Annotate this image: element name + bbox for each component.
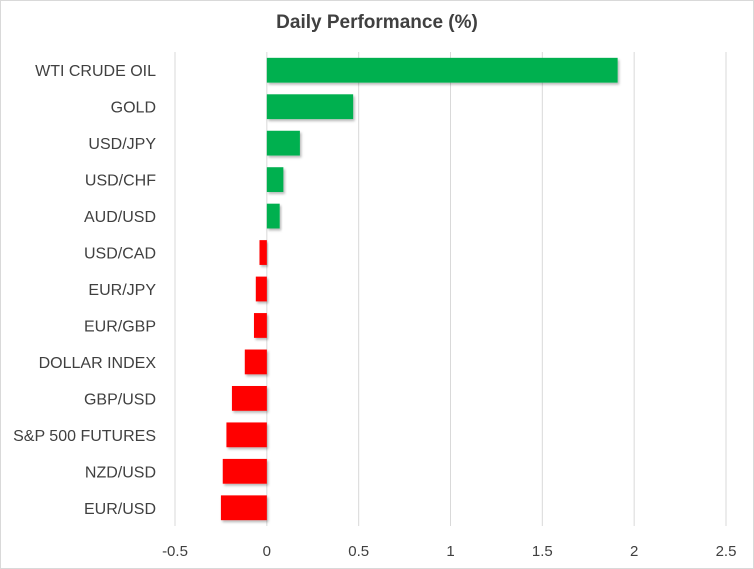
- category-label: GBP/USD: [84, 391, 156, 408]
- x-tick-label: 2.5: [716, 543, 737, 560]
- x-tick-label: 2: [630, 543, 638, 560]
- bar: [253, 313, 267, 338]
- bar: [266, 94, 354, 120]
- bar: [259, 240, 267, 265]
- category-label: EUR/JPY: [88, 282, 156, 299]
- bars: [220, 57, 618, 521]
- category-labels: WTI CRUDE OIL GOLD USD/JPY USD/CHF AUD/USD US…: [13, 63, 156, 518]
- bar: [222, 458, 267, 484]
- chart-title: Daily Performance (%): [276, 12, 478, 33]
- gridlines: [174, 52, 727, 526]
- category-label: USD/JPY: [88, 136, 156, 153]
- category-label: AUD/USD: [84, 209, 156, 226]
- x-axis-tick-labels: -0.5 0 0.5 1 1.5 2 2.5: [162, 543, 736, 560]
- category-label: DOLLAR INDEX: [39, 355, 157, 372]
- bar: [266, 57, 618, 83]
- category-label: S&P 500 FUTURES: [13, 428, 156, 445]
- bar: [266, 167, 284, 193]
- category-label: USD/CAD: [84, 246, 156, 263]
- category-label: WTI CRUDE OIL: [35, 63, 156, 80]
- category-label: USD/CHF: [85, 173, 156, 190]
- bar: [266, 130, 300, 156]
- x-tick-label: 0.5: [348, 543, 369, 560]
- category-label: NZD/USD: [85, 464, 156, 481]
- bar: [266, 203, 280, 229]
- category-label: GOLD: [111, 100, 156, 117]
- bar: [231, 385, 267, 411]
- bar: [220, 495, 267, 521]
- bar: [244, 349, 267, 375]
- x-tick-label: 1.5: [532, 543, 553, 560]
- x-tick-label: 0: [263, 543, 271, 560]
- x-tick-label: 1: [446, 543, 454, 560]
- x-tick-label: -0.5: [162, 543, 188, 560]
- bar: [255, 276, 267, 302]
- bar: [226, 422, 267, 448]
- category-label: EUR/GBP: [84, 318, 156, 335]
- category-label: EUR/USD: [84, 501, 156, 518]
